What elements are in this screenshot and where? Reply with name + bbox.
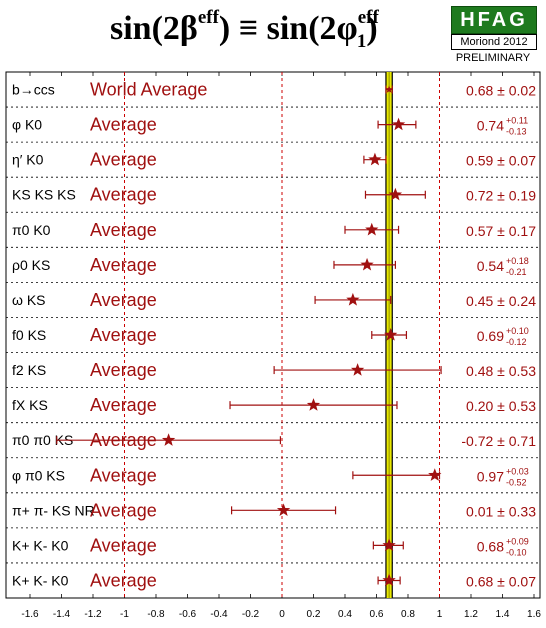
row-label: K+ K- K0 [12,572,69,588]
value-label: 0.97 [477,468,504,484]
error-plus-label: +0.18 [506,256,529,266]
title-superscript-1: eff [197,6,219,28]
value-label: 0.72 ± 0.19 [466,188,536,204]
average-label: Average [90,395,157,415]
title-subscript: 1 [356,30,367,52]
x-tick-label: -1.2 [84,609,102,620]
value-label: 0.59 ± 0.07 [466,153,536,169]
data-marker [346,292,360,306]
plot-frame [5,71,541,599]
average-label: Average [90,535,157,555]
x-tick-label: 1.2 [464,609,478,620]
value-label: 0.20 ± 0.53 [466,398,536,414]
data-marker [360,257,374,271]
average-label: Average [90,325,157,345]
row-label: ω KS [12,292,46,308]
data-marker [385,85,393,93]
average-label: Average [90,500,157,520]
error-plus-label: +0.09 [506,536,529,546]
value-label: 0.68 ± 0.07 [466,573,536,589]
title-part-2: ) ≡ sin(2φ [218,10,358,47]
row-label: KS KS KS [12,187,76,203]
error-minus-label: -0.12 [506,337,527,347]
data-marker [391,117,406,131]
value-label: 0.57 ± 0.17 [466,223,536,239]
x-tick-label: -0.4 [210,609,228,620]
data-marker [382,573,396,587]
data-marker [384,328,398,341]
value-label: -0.72 ± 0.71 [461,433,536,449]
hfag-logo: HFAG [451,6,537,34]
error-minus-label: -0.10 [506,547,527,557]
x-tick-label: 1.4 [496,609,510,620]
x-tick-label: 1 [437,609,443,620]
average-label: Average [90,290,157,310]
value-label: 0.68 ± 0.02 [466,83,536,99]
x-tick-label: -1.4 [53,609,71,620]
preliminary-label: PRELIMINARY [455,52,531,64]
average-label: Average [90,255,157,275]
row-label: π0 π0 KS [12,432,73,448]
x-tick-label: 0.2 [307,609,321,620]
row-label: π0 K0 [12,222,51,238]
data-marker [388,187,403,201]
row-label: ρ0 KS [12,257,50,273]
title-superscript-2: eff [357,6,379,28]
x-tick-label: 0.4 [338,609,352,620]
value-label: 0.48 ± 0.53 [466,363,536,379]
error-minus-label: -0.21 [506,267,527,277]
title-part-1: sin(2β [110,10,198,47]
hfag-badge: HFAG Moriond 2012 PRELIMINARY [449,4,537,68]
conference-label: Moriond 2012 [451,34,537,50]
value-label: 0.01 ± 0.33 [466,503,536,519]
data-marker [428,468,442,481]
x-tick-label: -1 [120,609,129,620]
data-marker [368,152,382,166]
row-label: φ π0 KS [12,467,65,483]
value-label: 0.68 [477,538,504,554]
x-tick-label: -0.8 [147,609,165,620]
value-label: 0.45 ± 0.24 [466,293,536,309]
row-label: K+ K- K0 [12,537,69,553]
x-tick-label: 0.6 [370,609,384,620]
data-marker [365,222,379,236]
average-label: World Average [90,80,207,100]
title-part-3: ) [366,10,378,47]
error-minus-label: -0.52 [506,477,527,487]
row-label: φ K0 [12,117,42,133]
error-plus-label: +0.10 [506,326,529,336]
data-marker [161,433,176,446]
row-label: f0 KS [12,327,46,343]
average-label: Average [90,150,157,170]
data-marker [276,503,291,516]
average-label: Average [90,115,157,135]
x-tick-label: -1.6 [21,609,39,620]
average-label: Average [90,220,157,240]
row-label: f2 KS [12,362,46,378]
error-plus-label: +0.03 [506,466,529,476]
value-label: 0.54 [477,258,504,274]
average-label: Average [90,465,157,485]
chart-title: sin(2βeff) ≡ sin(2φeff1) [110,2,450,56]
average-label: Average [90,185,157,205]
x-tick-label: -0.2 [242,609,260,620]
data-marker [382,538,396,552]
value-label: 0.69 [477,328,504,344]
data-marker [306,398,321,411]
average-label: Average [90,570,157,590]
row-label: π+ π- KS NR [12,502,95,518]
error-plus-label: +0.11 [506,116,528,126]
data-marker [350,363,365,376]
x-tick-label: 0 [279,609,285,620]
average-label: Average [90,360,157,380]
row-label: b→ccs [12,82,55,98]
x-tick-label: 1.6 [527,609,541,620]
value-label: 0.74 [477,118,504,134]
x-tick-label: 0.8 [401,609,415,620]
row-label: η′ K0 [12,152,44,168]
error-minus-label: -0.13 [506,127,527,137]
row-label: fX KS [12,397,48,413]
x-tick-label: -0.6 [179,609,197,620]
